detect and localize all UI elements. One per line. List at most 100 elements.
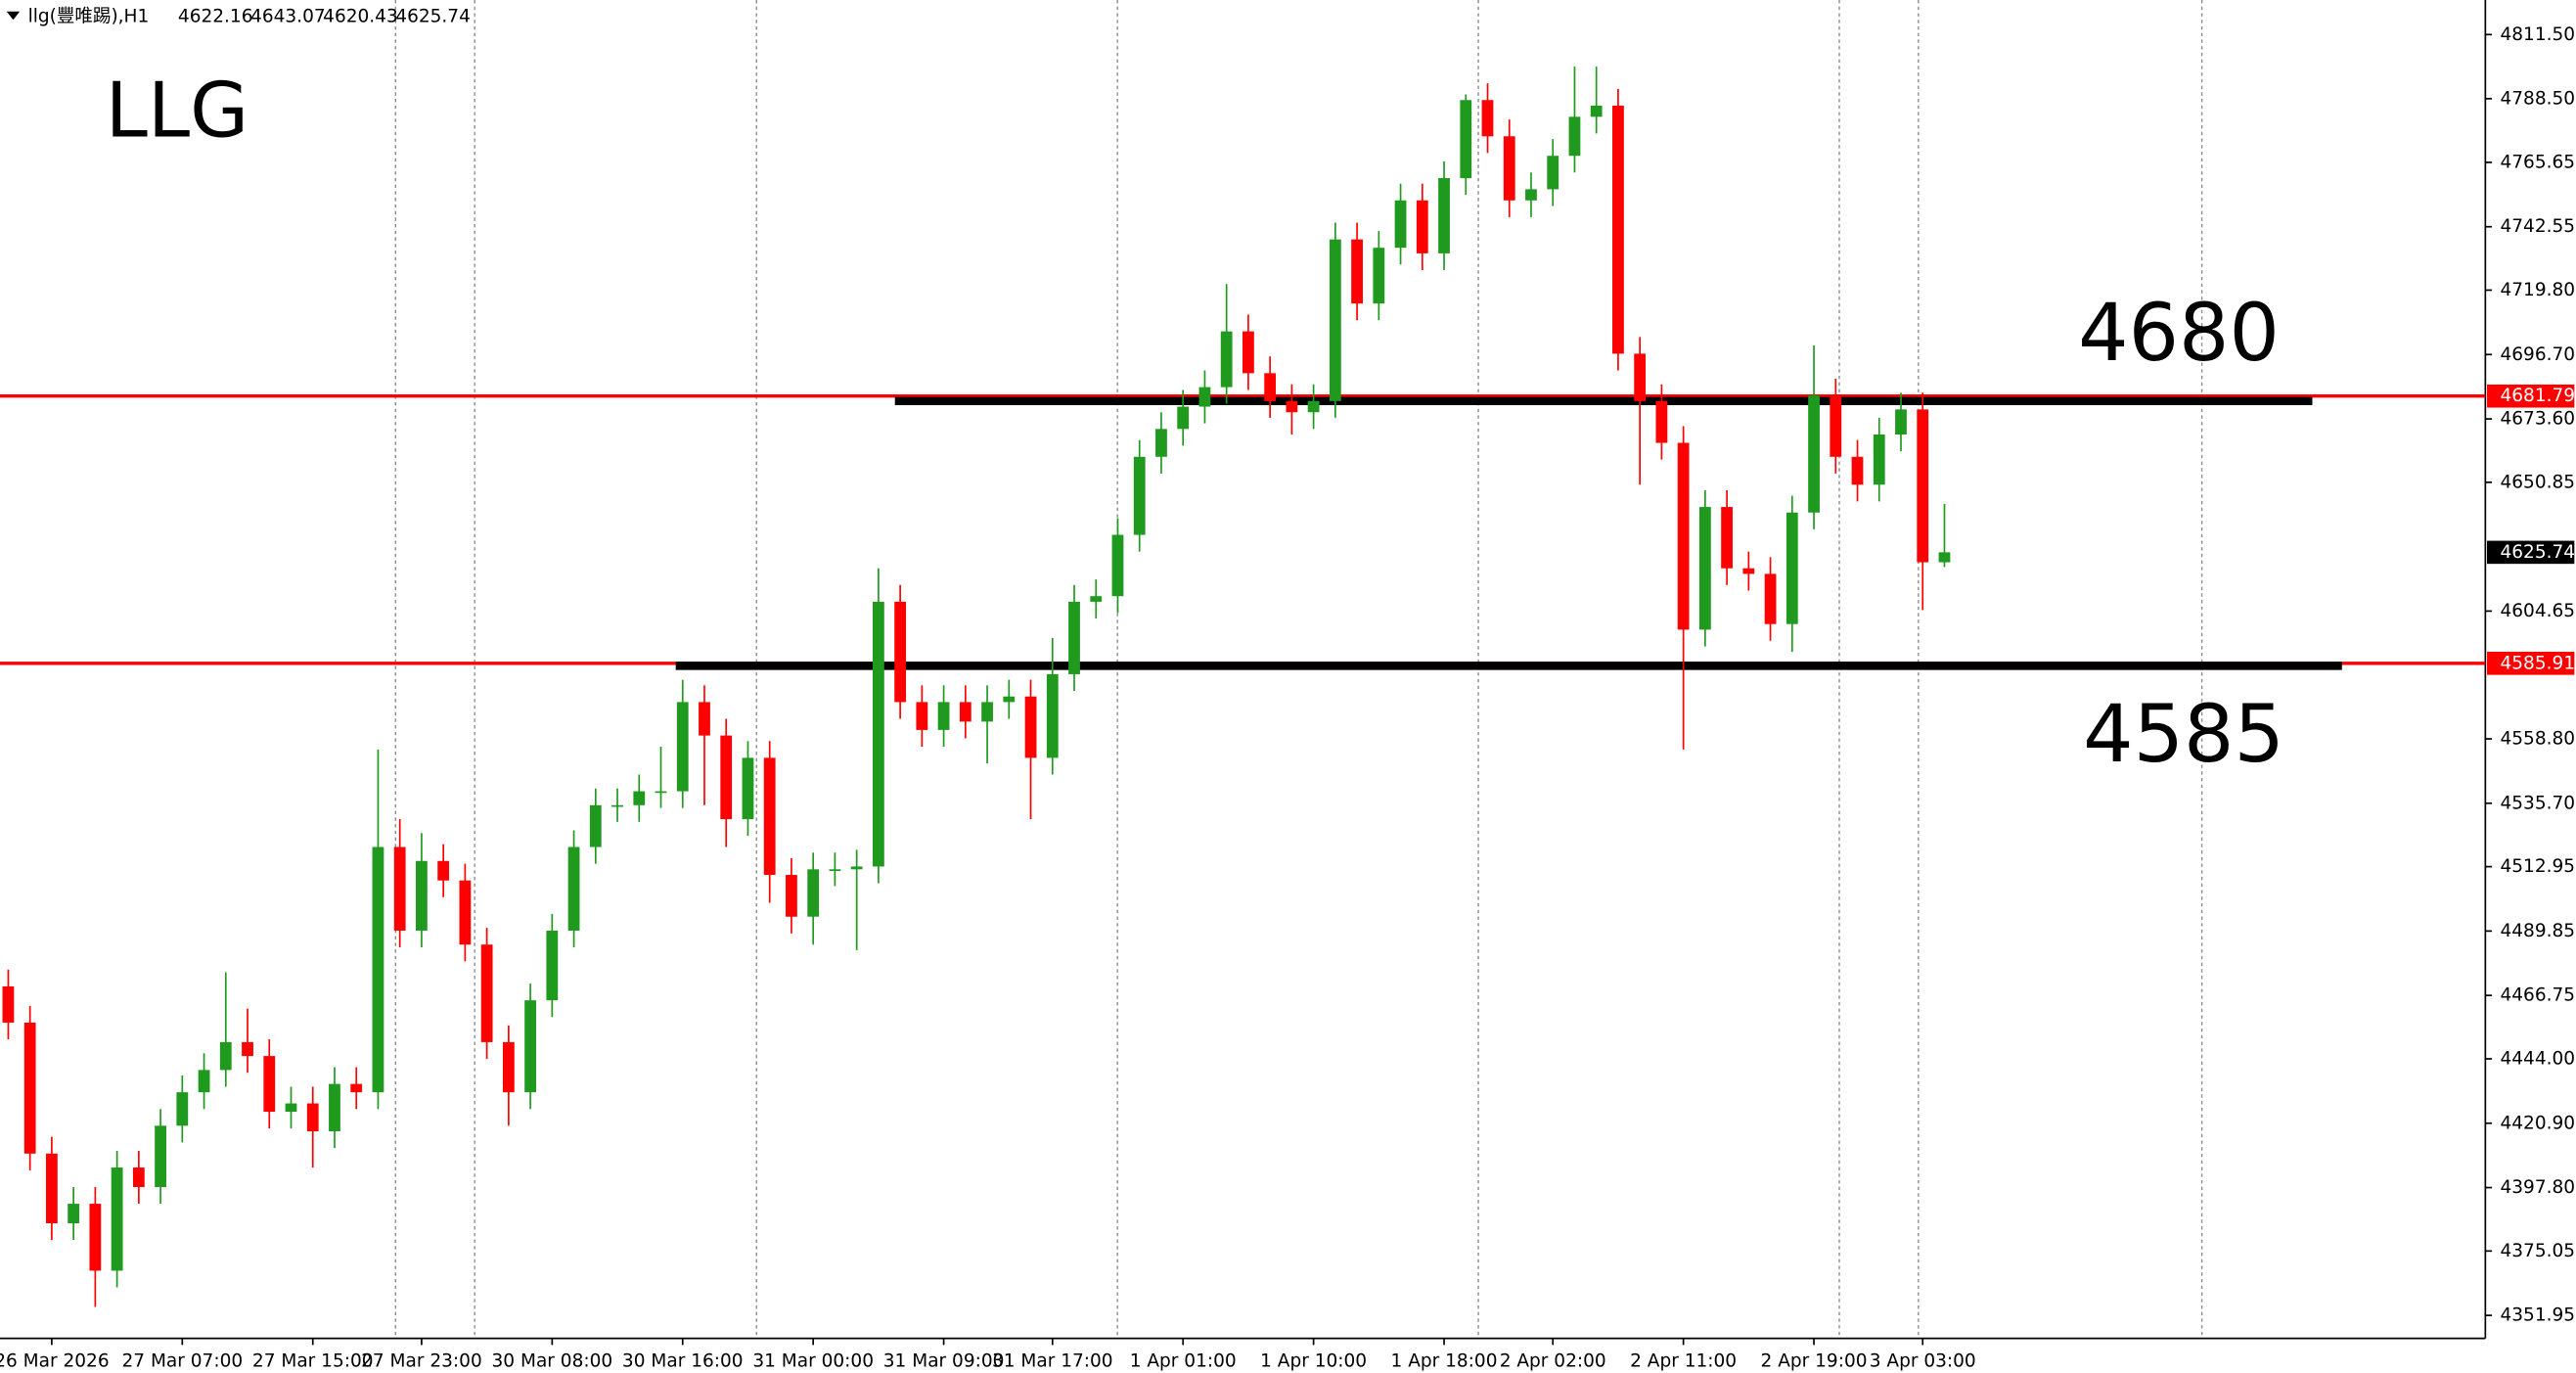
menu-arrow[interactable] <box>6 11 21 21</box>
candle-body <box>676 702 689 792</box>
candle-body <box>1938 552 1951 563</box>
x-tick-label: 31 Mar 09:00 <box>883 1351 1005 1372</box>
candle-body <box>1373 248 1385 304</box>
candle-body <box>1590 105 1603 117</box>
candle-body <box>1133 456 1146 535</box>
candle-body <box>1329 239 1341 401</box>
annotation-label: 4680 <box>2078 288 2280 380</box>
level-label-box <box>2487 384 2575 408</box>
candle-body <box>1198 387 1211 407</box>
candle-body <box>1895 409 1907 435</box>
candle-body <box>720 735 733 820</box>
candle-body <box>416 860 428 931</box>
candle-body <box>1220 331 1233 388</box>
candle-body <box>111 1167 123 1271</box>
candle-body <box>393 847 406 931</box>
candle-body <box>850 866 863 870</box>
candle-body <box>1460 100 1472 178</box>
x-tick-label: 2 Apr 11:00 <box>1630 1351 1737 1372</box>
y-tick-label: 4811.50 <box>2501 24 2576 45</box>
candle-body <box>1742 568 1755 574</box>
y-tick-label: 4444.00 <box>2501 1048 2576 1069</box>
candle-body <box>894 601 907 703</box>
y-tick-label: 4788.50 <box>2501 88 2576 109</box>
y-tick-label: 4351.95 <box>2501 1305 2576 1326</box>
candle-body <box>1438 177 1450 253</box>
candle-body <box>1003 696 1016 703</box>
candle-body <box>1024 696 1037 758</box>
candle-body <box>437 860 450 881</box>
y-tick-label: 4604.65 <box>2501 601 2576 621</box>
ohlc-low: 4620.43 <box>323 6 398 26</box>
level-label: 4585.91 <box>2501 653 2576 673</box>
candle-body <box>786 875 797 917</box>
level-label-box <box>2487 652 2575 675</box>
candle-body <box>1785 512 1798 624</box>
y-tick-label: 4420.90 <box>2501 1113 2576 1133</box>
candle-body <box>699 702 710 736</box>
candle-body <box>242 1041 253 1057</box>
candle-body <box>1243 331 1254 374</box>
y-tick-label: 4558.80 <box>2501 729 2576 750</box>
candle-body <box>981 702 993 722</box>
candle-body <box>1851 456 1864 485</box>
candle-body <box>1764 573 1777 624</box>
x-tick-label: 26 Mar 2026 <box>0 1351 110 1372</box>
candle-body <box>1111 534 1124 597</box>
candle-body <box>372 847 384 1093</box>
candle-body <box>1568 116 1581 157</box>
candle-body <box>1090 596 1103 602</box>
candle-body <box>742 757 754 820</box>
candle-body <box>1721 507 1733 569</box>
candle-body <box>329 1083 340 1132</box>
candle-body <box>89 1204 102 1271</box>
x-tick-label: 2 Apr 19:00 <box>1761 1351 1868 1372</box>
candle-body <box>567 847 580 931</box>
y-tick-label: 4696.70 <box>2501 344 2576 365</box>
candle-body <box>1416 200 1428 253</box>
candle-body <box>1155 429 1167 457</box>
candle-body <box>1394 200 1407 249</box>
candle-body <box>1177 406 1190 430</box>
x-tick-label: 31 Mar 17:00 <box>992 1351 1113 1372</box>
candle-body <box>1068 601 1080 674</box>
y-tick-label: 4397.80 <box>2501 1177 2576 1198</box>
candle-body <box>219 1041 232 1071</box>
y-tick-label: 4375.05 <box>2501 1241 2576 1261</box>
x-tick-label: 2 Apr 02:00 <box>1500 1351 1606 1372</box>
candle-body <box>45 1153 58 1224</box>
candle-body <box>306 1103 319 1132</box>
annotation-label: 4585 <box>2083 689 2284 781</box>
candle-body <box>480 944 493 1042</box>
ohlc-high: 4643.07 <box>250 6 326 26</box>
x-tick-label: 30 Mar 08:00 <box>492 1351 613 1372</box>
candle-body <box>176 1092 189 1126</box>
x-tick-label: 3 Apr 03:00 <box>1870 1351 1976 1372</box>
candle-body <box>1655 400 1668 443</box>
candle-body <box>872 601 884 867</box>
candle-body <box>1677 442 1690 630</box>
candle-body <box>1481 100 1494 137</box>
y-tick-label: 4742.55 <box>2501 216 2576 237</box>
chart-title: LLG <box>106 67 249 155</box>
candle-body <box>611 804 623 807</box>
x-tick-label: 27 Mar 07:00 <box>121 1351 243 1372</box>
candle-body <box>524 1000 536 1093</box>
candle-body <box>1351 239 1363 304</box>
y-tick-label: 4650.85 <box>2501 472 2576 492</box>
candle-body <box>1873 435 1885 485</box>
candle-body <box>1612 105 1624 354</box>
y-tick-label: 4765.65 <box>2501 152 2576 172</box>
y-tick-label: 4673.60 <box>2501 409 2576 430</box>
y-tick-label: 4466.75 <box>2501 985 2576 1006</box>
candle-body <box>1307 400 1320 413</box>
candle-body <box>198 1070 210 1093</box>
y-tick-label: 4512.95 <box>2501 856 2576 877</box>
candle-body <box>350 1083 363 1093</box>
candle-body <box>1286 400 1298 413</box>
y-tick-label: 4535.70 <box>2501 793 2576 813</box>
candle-body <box>1264 373 1277 401</box>
candle-body <box>1046 673 1059 758</box>
